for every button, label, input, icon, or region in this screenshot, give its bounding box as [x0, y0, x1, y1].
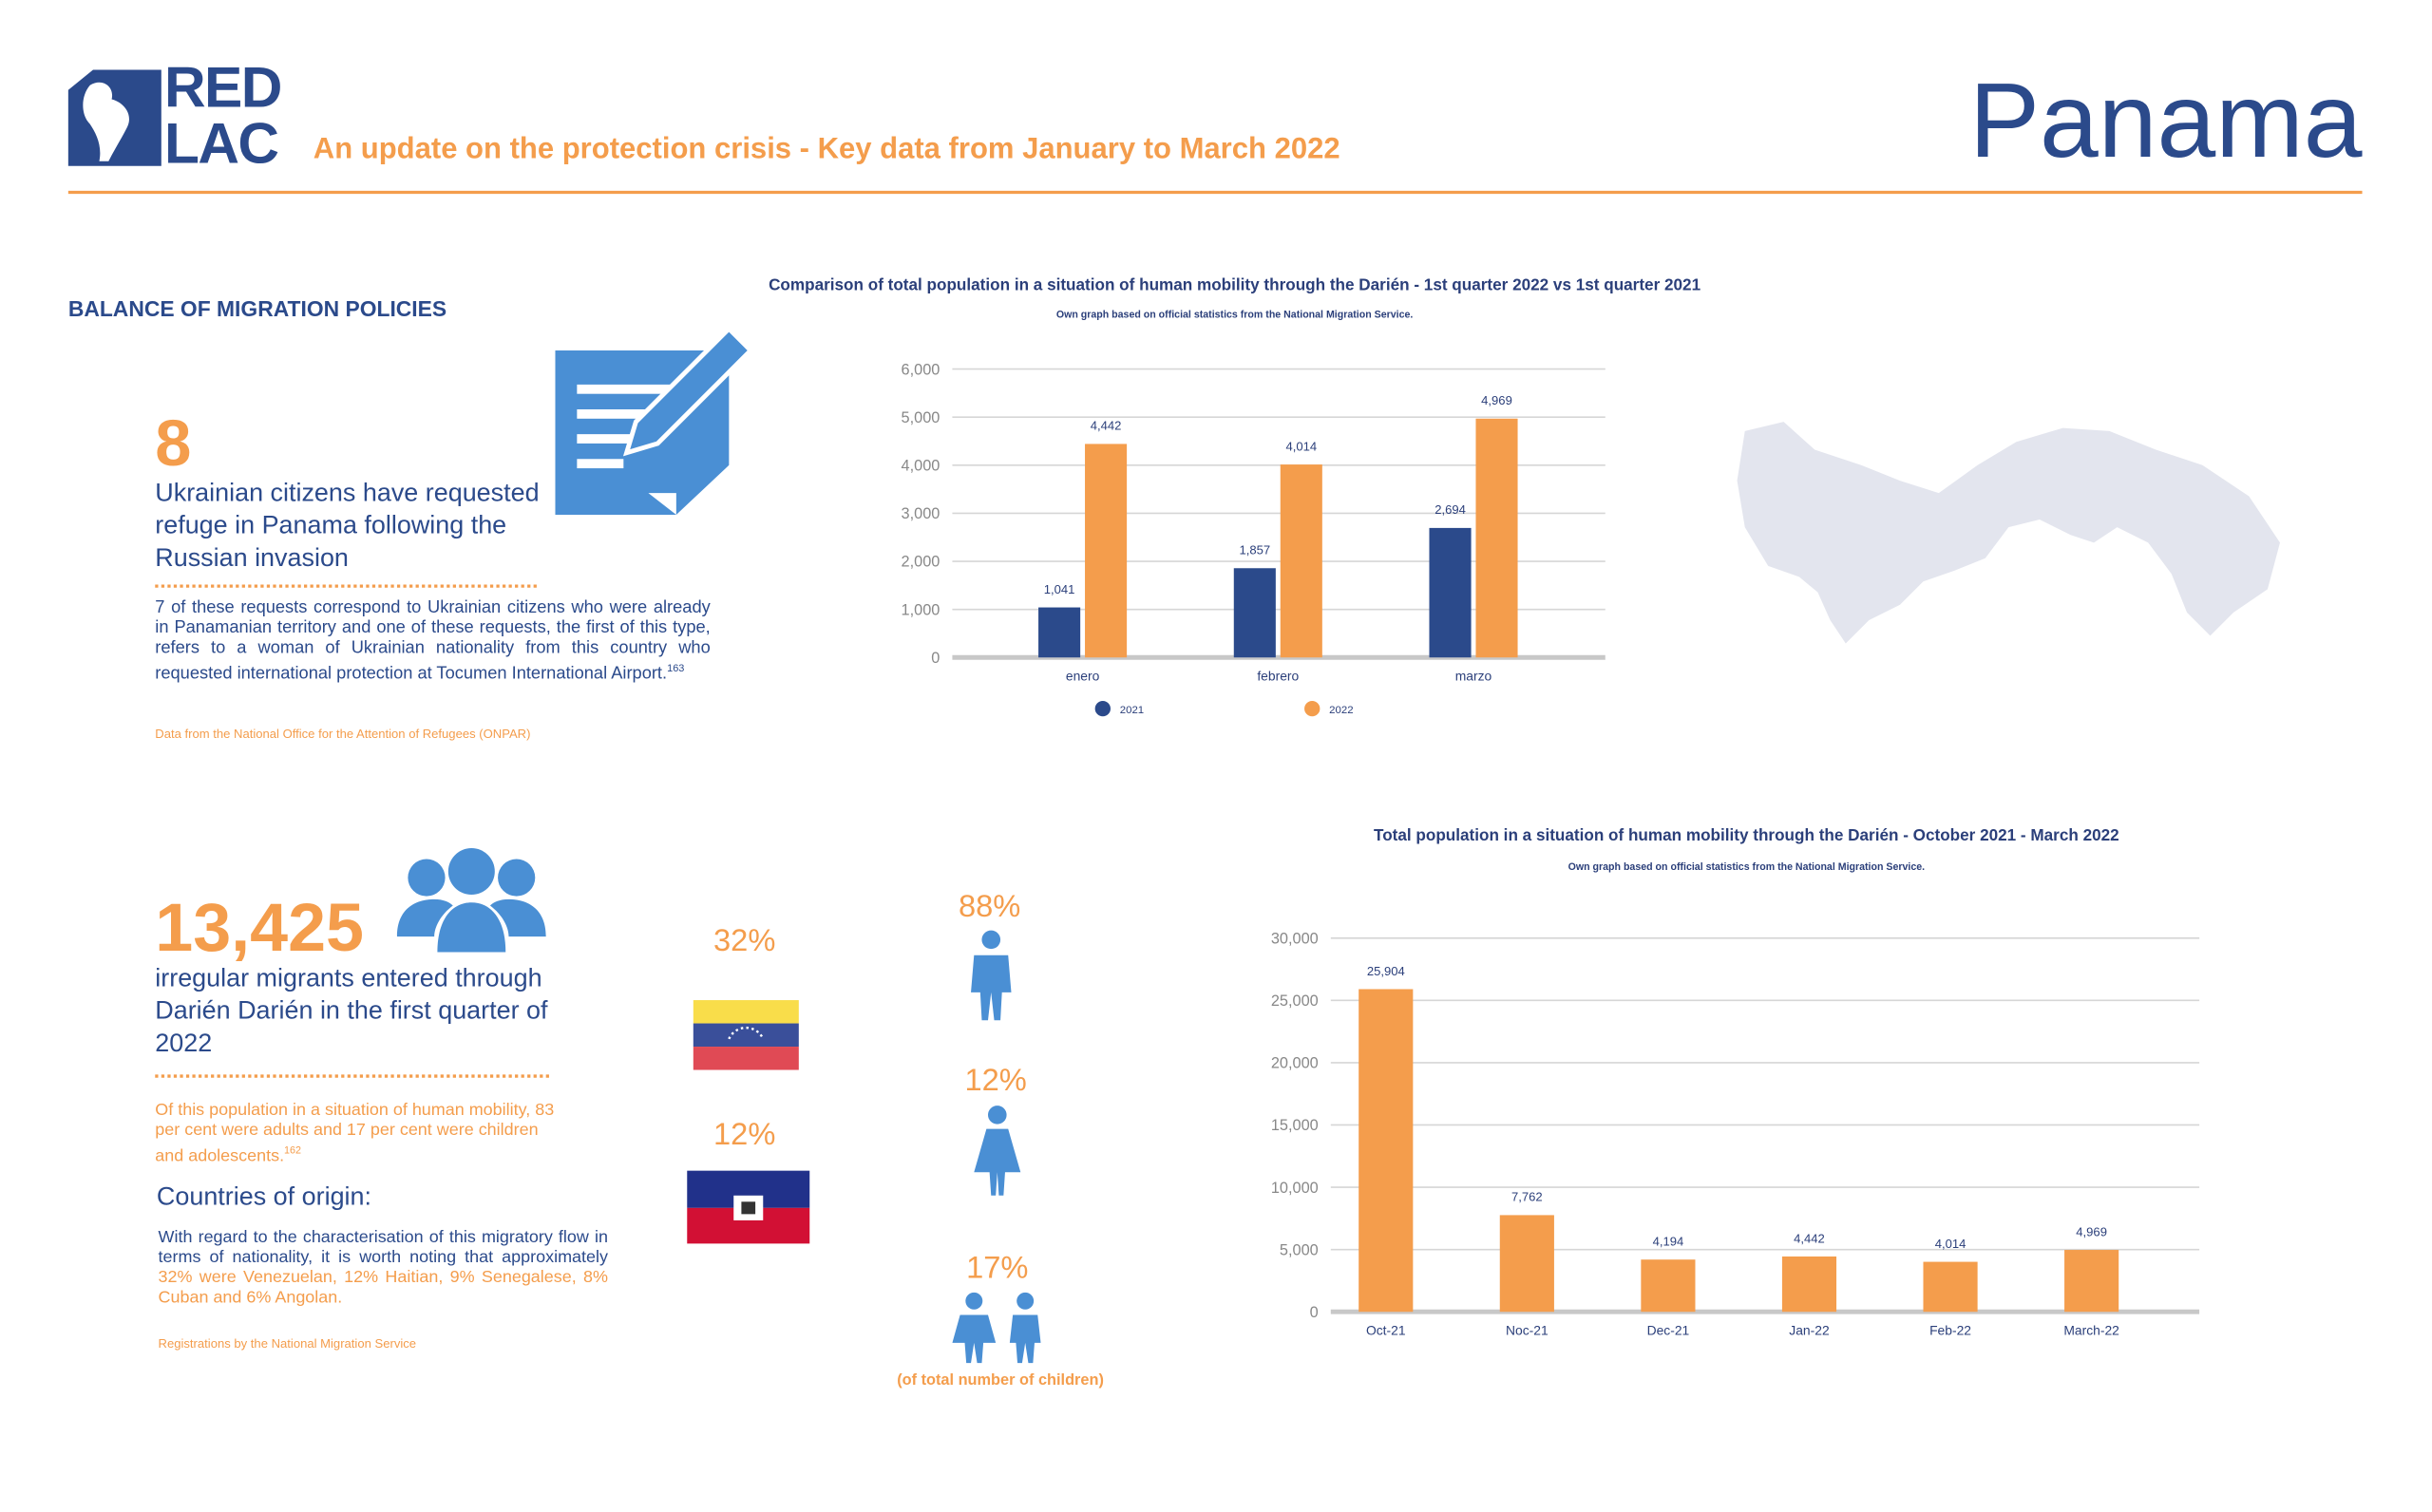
bar	[1923, 1261, 1978, 1313]
x-tick-label: enero	[1066, 669, 1100, 684]
value-label: 4,969	[1481, 393, 1512, 407]
origin-title: Countries of origin:	[156, 1182, 372, 1212]
value-label: 4,194	[1653, 1235, 1684, 1249]
chart-subtitle: Own graph based on official statistics f…	[1056, 310, 1414, 321]
value-label: 1,857	[1239, 543, 1270, 558]
y-tick-label: 0	[931, 650, 940, 667]
x-tick-label: Jan-22	[1789, 1323, 1830, 1338]
refugee-body: 7 of these requests correspond to Ukrain…	[155, 598, 710, 685]
y-tick-label: 6,000	[902, 361, 940, 378]
children-icon	[952, 1292, 1041, 1364]
x-tick-label: febrero	[1257, 669, 1299, 684]
divider	[155, 584, 537, 588]
bar	[2064, 1250, 2119, 1313]
y-tick-label: 3,000	[902, 505, 940, 522]
y-tick-label: 15,000	[1271, 1117, 1319, 1134]
chart-subtitle: Own graph based on official statistics f…	[1568, 861, 1926, 873]
woman-icon	[974, 1106, 1021, 1196]
children-share: 17%	[966, 1251, 1029, 1286]
haiti-share: 12%	[713, 1118, 776, 1153]
logo-bottom: LAC	[164, 111, 279, 176]
y-tick-label: 0	[1310, 1304, 1319, 1321]
bar	[1280, 464, 1322, 658]
legend-label: 2021	[1120, 705, 1144, 716]
section-title: BALANCE OF MIGRATION POLICIES	[67, 295, 447, 321]
migrants-body-text: Of this population in a situation of hum…	[155, 1101, 555, 1166]
bar	[1475, 418, 1518, 658]
women-share: 12%	[964, 1063, 1027, 1098]
venezuela-share: 32%	[713, 924, 776, 958]
y-tick-label: 30,000	[1271, 930, 1319, 947]
origin-body: With regard to the characterisation of t…	[159, 1228, 608, 1309]
bar	[1781, 1256, 1837, 1313]
migrants-number: 13,425	[155, 890, 364, 967]
venezuela-flag	[693, 1000, 799, 1070]
refugee-body-text: 7 of these requests correspond to Ukrain…	[155, 598, 711, 684]
origin-body-text: With regard to the characterisation of t…	[158, 1228, 608, 1267]
y-tick-label: 10,000	[1271, 1180, 1319, 1197]
bar	[1358, 989, 1414, 1313]
refugee-number: 8	[155, 406, 192, 480]
value-label: 4,014	[1285, 439, 1317, 453]
x-tick-label: Oct-21	[1366, 1323, 1406, 1338]
value-label: 4,442	[1794, 1231, 1825, 1245]
y-tick-label: 4,000	[902, 458, 940, 475]
x-tick-label: Dec-21	[1647, 1323, 1690, 1338]
footnote: 162	[284, 1145, 302, 1157]
document-icon	[555, 325, 754, 516]
y-tick-label: 20,000	[1271, 1055, 1319, 1072]
haiti-flag	[687, 1170, 810, 1244]
value-label: 25,904	[1367, 964, 1405, 978]
migrants-source: Registrations by the National Migration …	[158, 1336, 417, 1351]
y-tick-label: 5,000	[902, 409, 940, 426]
logo-top: RED	[164, 55, 282, 120]
y-tick-label: 25,000	[1271, 992, 1319, 1010]
panama-map	[1737, 422, 2280, 644]
legend-swatch	[1094, 700, 1111, 717]
value-label: 2,694	[1434, 502, 1466, 517]
man-icon	[971, 930, 1012, 1021]
value-label: 1,041	[1044, 582, 1075, 596]
value-label: 4,969	[2076, 1224, 2107, 1238]
bar	[1499, 1215, 1554, 1313]
bar	[1085, 444, 1128, 658]
chart-title: Comparison of total population in a situ…	[769, 274, 1701, 293]
x-tick-label: marzo	[1455, 669, 1492, 684]
legend-label: 2022	[1329, 705, 1353, 716]
legend-swatch	[1304, 700, 1320, 717]
y-tick-label: 5,000	[1280, 1241, 1319, 1258]
migrants-body: Of this population in a situation of hum…	[155, 1101, 561, 1167]
value-label: 7,762	[1511, 1190, 1543, 1204]
refugee-source: Data from the National Office for the At…	[155, 727, 531, 742]
header-subtitle: An update on the protection crisis - Key…	[313, 133, 1340, 166]
chart-title: Total population in a situation of human…	[1374, 825, 2119, 844]
people-icon	[396, 848, 546, 953]
bar	[1641, 1259, 1696, 1313]
origin-highlight: 32% were Venezuelan, 12% Haitian, 9% Sen…	[158, 1268, 608, 1308]
men-share: 88%	[958, 890, 1021, 925]
divider	[155, 1074, 549, 1078]
logo-continent	[83, 82, 129, 161]
bar	[1429, 527, 1472, 658]
country-title: Panama	[1969, 62, 2363, 180]
x-tick-label: Feb-22	[1929, 1323, 1971, 1338]
footnote: 163	[667, 663, 685, 675]
x-tick-label: Noc-21	[1506, 1323, 1548, 1338]
bar	[1233, 568, 1276, 658]
children-note: (of total number of children)	[897, 1371, 1104, 1389]
value-label: 4,442	[1091, 419, 1122, 433]
refugee-headline: Ukrainian citizens have requested refuge…	[155, 479, 540, 573]
value-label: 4,014	[1935, 1237, 1966, 1251]
bar	[1038, 607, 1081, 658]
y-tick-label: 1,000	[902, 601, 940, 618]
y-tick-label: 2,000	[902, 554, 940, 571]
migrants-headline: irregular migrants entered through Darié…	[155, 964, 548, 1058]
x-tick-label: March-22	[2063, 1323, 2119, 1338]
